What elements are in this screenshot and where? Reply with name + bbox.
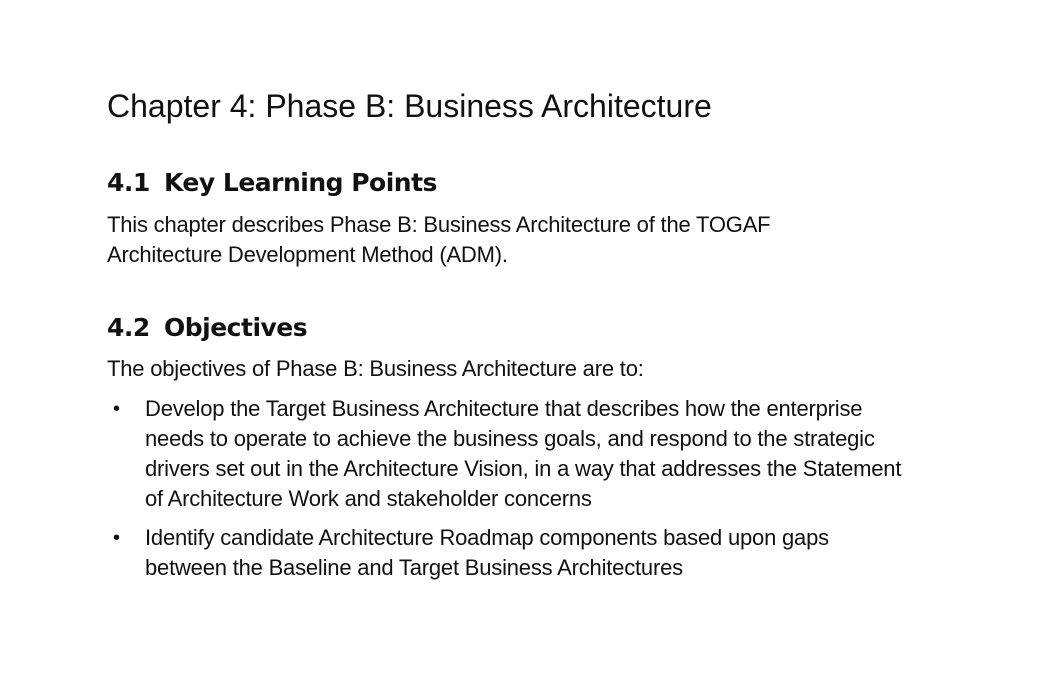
list-item-text: Identify candidate Architecture Roadmap … [145, 525, 829, 580]
section-number: 4.1 [107, 168, 150, 197]
list-item-text: Develop the Target Business Architecture… [145, 396, 902, 511]
objectives-list: • Develop the Target Business Architectu… [107, 394, 907, 592]
section-title: Key Learning Points [164, 168, 437, 197]
section-paragraph: The objectives of Phase B: Business Arch… [107, 356, 644, 381]
list-item: • Develop the Target Business Architectu… [107, 394, 907, 514]
list-item: • Identify candidate Architecture Roadma… [107, 523, 907, 583]
chapter-title: Chapter 4: Phase B: Business Architectur… [107, 88, 712, 124]
section-title: Objectives [164, 313, 308, 342]
section-heading-objectives: 4.2 Objectives [107, 312, 308, 344]
section-heading-key-learning-points: 4.1 Key Learning Points [107, 167, 437, 199]
section-number: 4.2 [107, 313, 150, 342]
bullet-icon: • [113, 527, 120, 549]
section-paragraph: This chapter describes Phase B: Business… [107, 212, 771, 267]
bullet-icon: • [113, 398, 120, 420]
